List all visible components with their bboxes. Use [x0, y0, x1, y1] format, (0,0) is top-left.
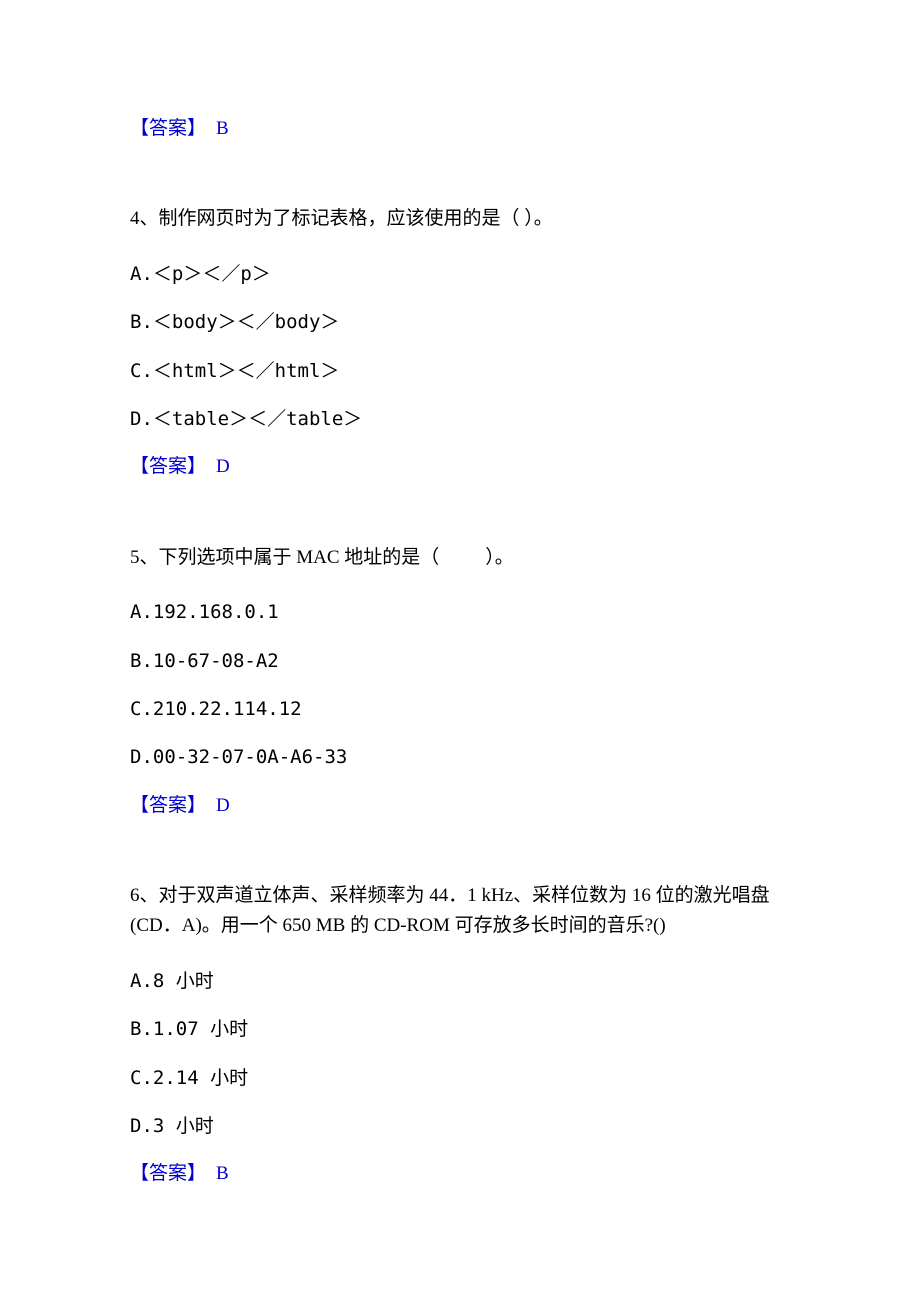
q5-option-a: A.192.168.0.1 — [130, 597, 790, 627]
answer-label: 【答案】 — [130, 118, 206, 139]
q4-option-c: C.＜html＞＜／html＞ — [130, 356, 790, 386]
answer-label: 【答案】 — [130, 456, 206, 477]
answer-value: D — [216, 795, 230, 816]
answer-label: 【答案】 — [130, 1163, 206, 1184]
q6-option-b: B.1.07 小时 — [130, 1014, 790, 1044]
q6-option-c: C.2.14 小时 — [130, 1063, 790, 1093]
q4-option-d: D.＜table＞＜／table＞ — [130, 404, 790, 434]
q5-option-b: B.10-67-08-A2 — [130, 646, 790, 676]
q4-option-a: A.＜p＞＜／p＞ — [130, 259, 790, 289]
q5-stem: 5、下列选项中属于 MAC 地址的是（ ）。 — [130, 543, 790, 573]
q4-stem: 4、制作网页时为了标记表格，应该使用的是（ ）。 — [130, 204, 790, 234]
q5-option-c: C.210.22.114.12 — [130, 694, 790, 724]
document-page: 【答案】 B 4、制作网页时为了标记表格，应该使用的是（ ）。 A.＜p＞＜／p＞… — [0, 0, 920, 1250]
answer-value: B — [216, 1163, 229, 1184]
answer-label: 【答案】 — [130, 795, 206, 816]
q3-answer: 【答案】 B — [130, 114, 790, 144]
q5-stem-pre: 5、下列选项中属于 MAC 地址的是（ — [130, 547, 439, 568]
q6-option-a: A.8 小时 — [130, 966, 790, 996]
answer-value: B — [216, 118, 229, 139]
q5-answer: 【答案】 D — [130, 791, 790, 821]
q5-option-d: D.00-32-07-0A-A6-33 — [130, 742, 790, 772]
q6-stem: 6、对于双声道立体声、采样频率为 44．1 kHz、采样位数为 16 位的激光唱… — [130, 881, 790, 942]
q4-option-b: B.＜body＞＜／body＞ — [130, 307, 790, 337]
q6-answer: 【答案】 B — [130, 1159, 790, 1189]
q5-stem-post: ）。 — [485, 547, 514, 568]
q6-option-d: D.3 小时 — [130, 1111, 790, 1141]
q4-answer: 【答案】 D — [130, 452, 790, 482]
answer-value: D — [216, 456, 230, 477]
